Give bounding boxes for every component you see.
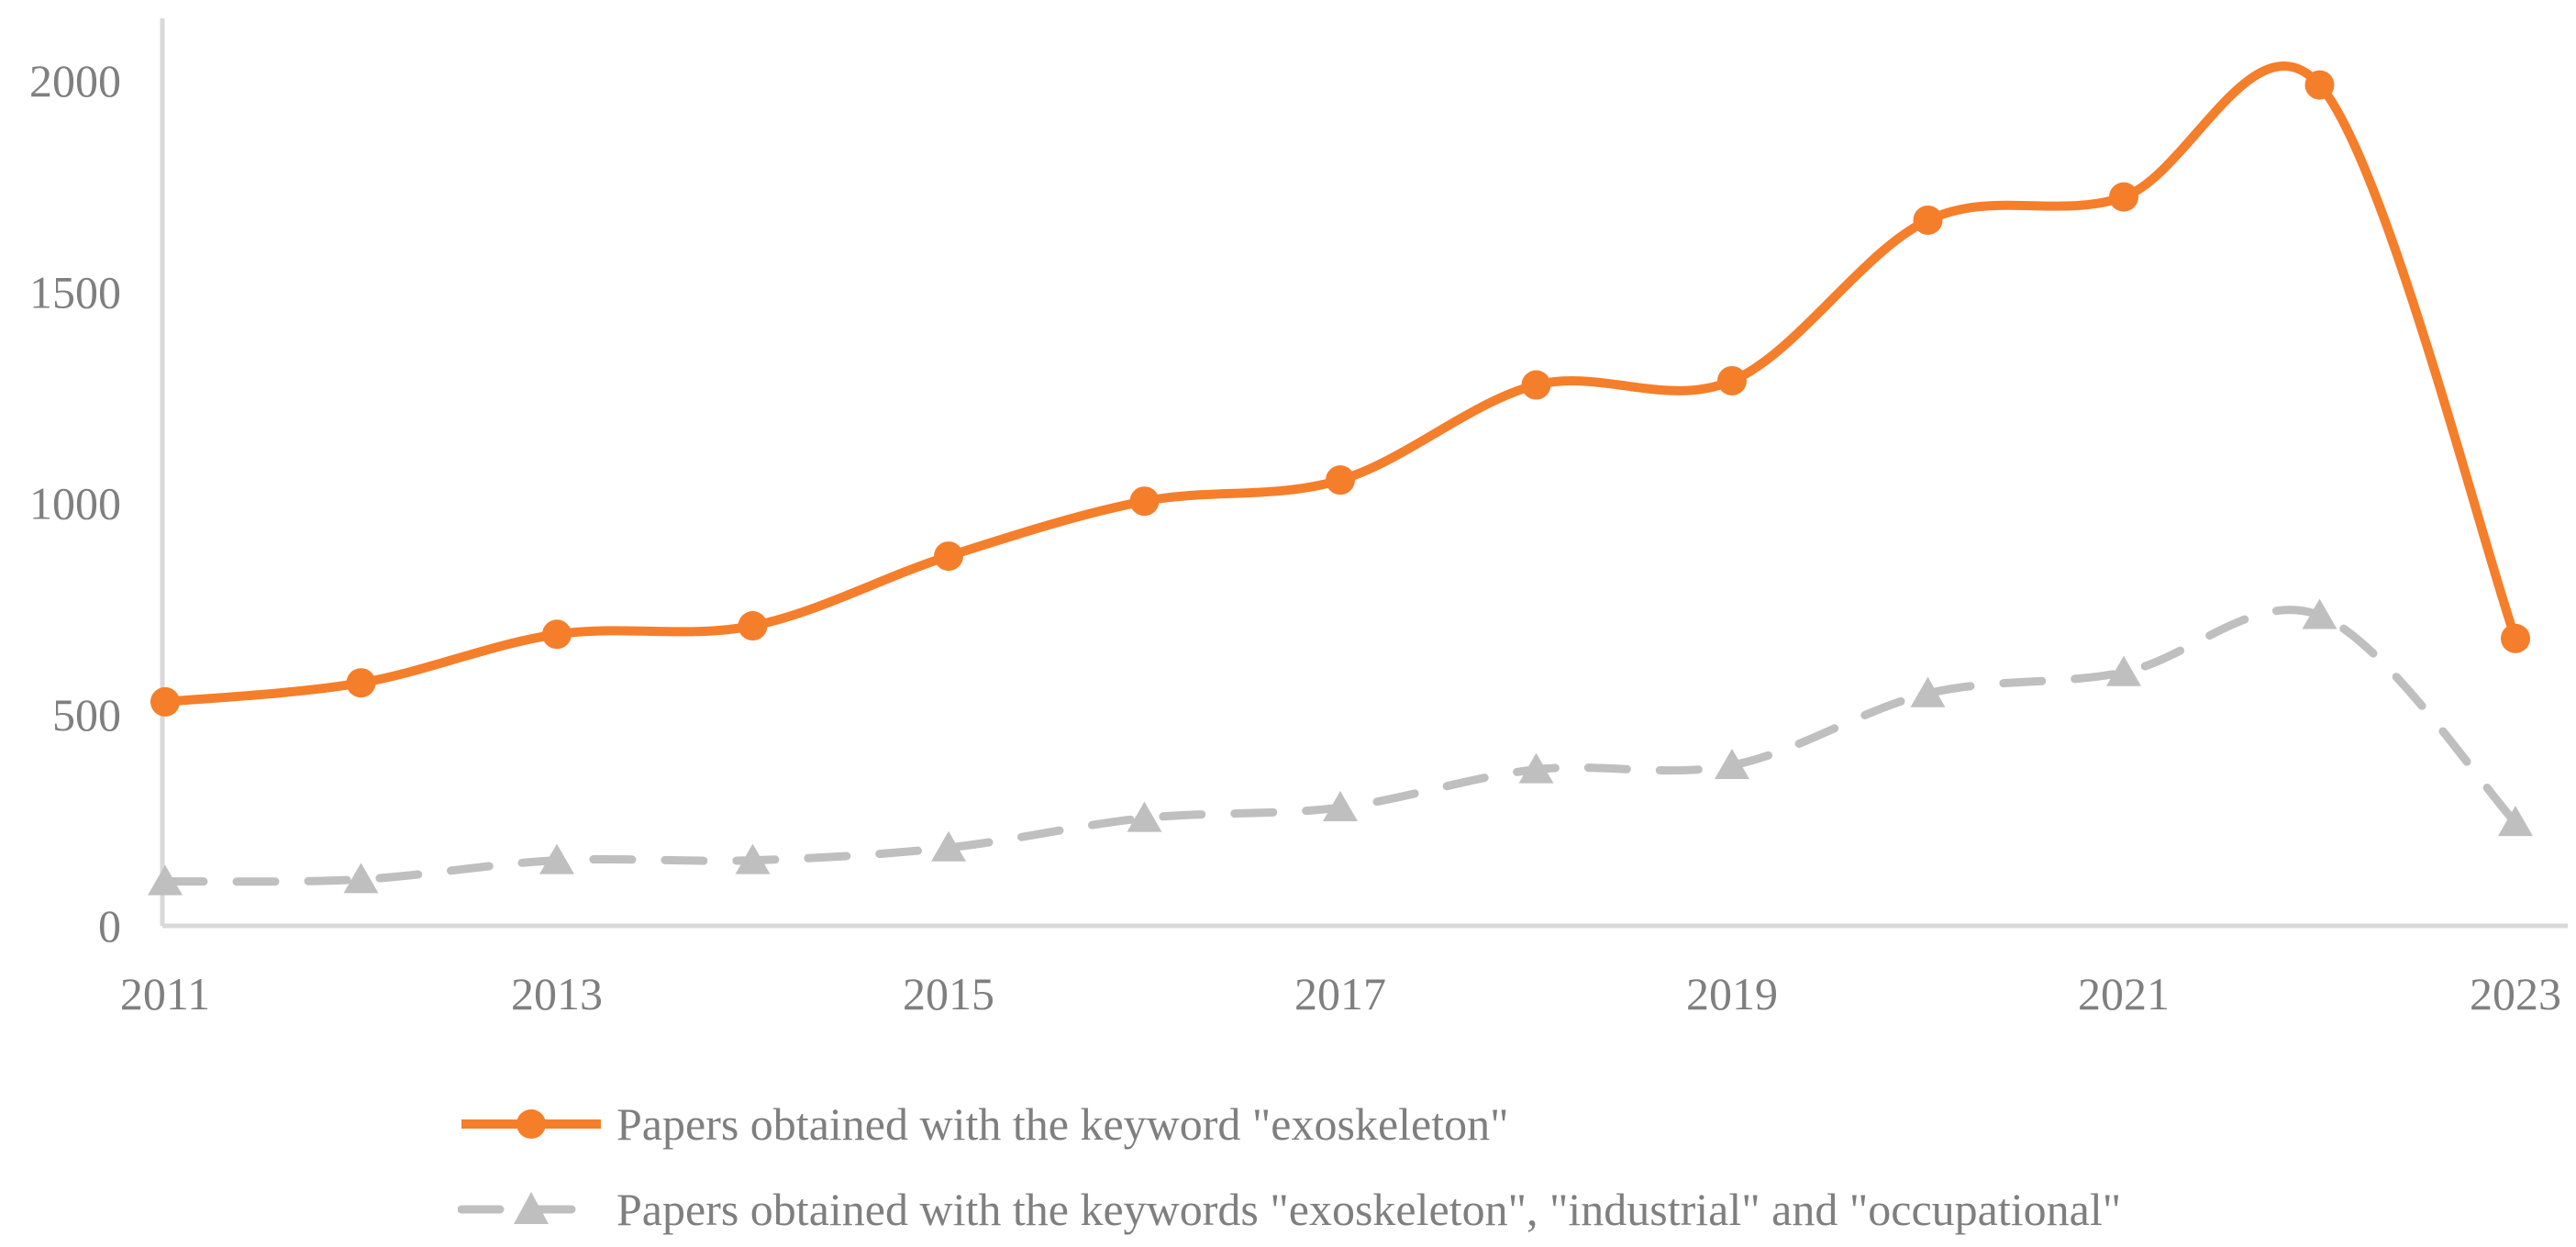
data-point-series0-2017 [1326, 465, 1355, 495]
data-point-series1-2023 [2498, 806, 2533, 837]
data-point-series1-2017 [1323, 791, 1358, 822]
data-point-series0-2015 [934, 541, 963, 572]
data-point-series1-2022 [2302, 598, 2337, 629]
series-line-0 [164, 61, 2520, 707]
data-point-series0-2021 [2109, 182, 2138, 212]
data-point-series0-2018 [1521, 370, 1551, 400]
y-tick-label: 1000 [29, 478, 121, 529]
data-point-series1-2014 [735, 843, 771, 874]
data-point-series1-2020 [1910, 676, 1946, 707]
x-tick-label: 2023 [2470, 968, 2561, 1019]
data-point-series0-2011 [150, 686, 180, 717]
data-point-series0-2012 [346, 668, 376, 698]
data-point-series1-2018 [1518, 752, 1554, 784]
data-point-series1-2019 [1715, 749, 1749, 780]
data-point-series0-2016 [1129, 486, 1160, 517]
x-tick-label: 2013 [511, 968, 603, 1019]
x-tick-label: 2019 [1686, 968, 1778, 1019]
data-point-series0-2020 [1913, 205, 1943, 235]
series-line-1 [161, 606, 2520, 886]
x-tick-label: 2017 [1294, 968, 1386, 1019]
x-tick-label: 2015 [903, 968, 994, 1019]
data-point-series0-2014 [738, 611, 768, 641]
y-tick-label: 1500 [29, 266, 121, 317]
data-point-series1-2012 [343, 863, 379, 894]
y-tick-label: 500 [52, 689, 121, 740]
data-point-series1-2016 [1127, 801, 1162, 832]
data-point-series1-2021 [2106, 655, 2141, 686]
y-tick-label: 2000 [29, 55, 121, 106]
data-point-series1-2015 [931, 830, 966, 862]
data-point-series0-2019 [1717, 365, 1747, 395]
x-tick-label: 2021 [2078, 968, 2170, 1019]
x-tick-label: 2011 [120, 968, 210, 1019]
y-tick-label: 0 [98, 900, 121, 952]
data-point-series1-2011 [148, 864, 183, 896]
data-point-series0-2013 [542, 619, 572, 650]
data-point-series0-2022 [2304, 70, 2335, 100]
data-point-series1-2013 [539, 843, 574, 874]
data-point-series0-2023 [2501, 623, 2530, 653]
